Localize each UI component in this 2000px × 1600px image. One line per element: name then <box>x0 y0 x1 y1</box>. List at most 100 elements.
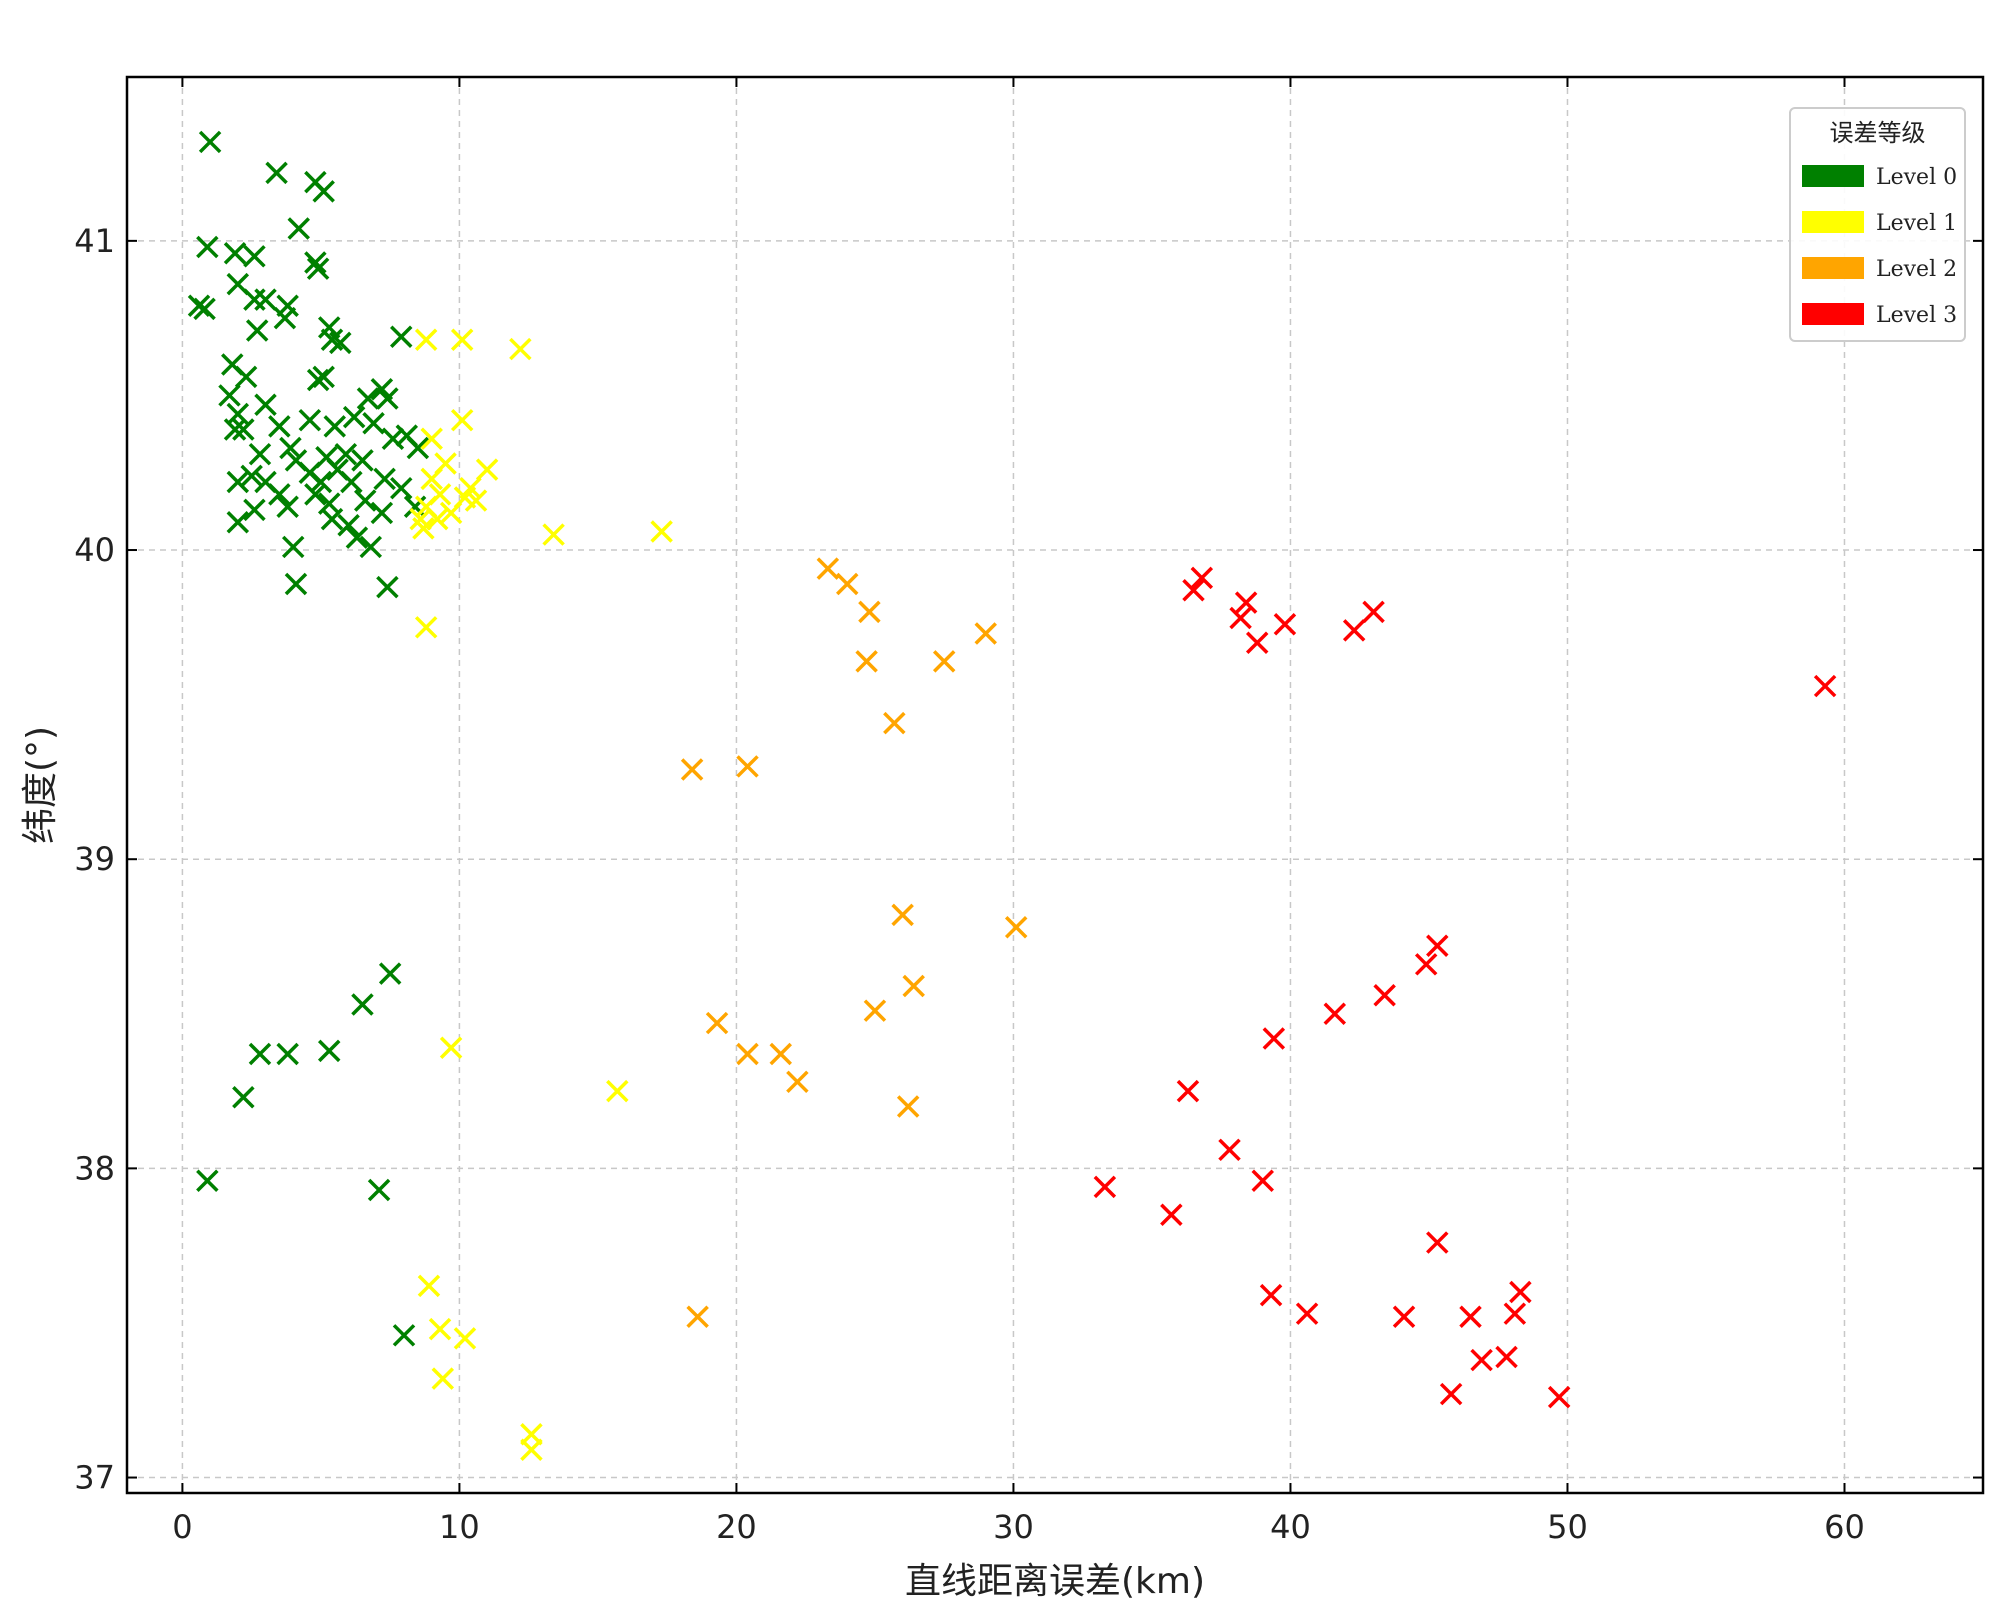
x-tick-label: 50 <box>1547 1508 1588 1546</box>
data-point-level-2 <box>686 1305 709 1329</box>
data-point-level-1 <box>420 427 443 450</box>
data-point-level-0 <box>193 297 216 321</box>
data-point-level-3 <box>1218 1138 1241 1162</box>
data-point-level-1 <box>520 1438 543 1461</box>
data-point-level-0 <box>312 365 335 389</box>
legend-swatch <box>1802 165 1864 187</box>
data-point-level-0 <box>276 495 299 518</box>
data-point-level-0 <box>373 467 396 491</box>
axis-ticks: 0 10 20 30 40 50 60 37 38 39 40 41 <box>74 77 1983 1546</box>
data-point-level-0 <box>254 393 277 416</box>
data-point-level-3 <box>1503 1302 1527 1325</box>
data-point-level-0 <box>254 288 277 311</box>
data-point-level-3 <box>1190 566 1214 590</box>
data-point-level-0 <box>334 442 358 466</box>
data-point-level-0 <box>367 1178 391 1202</box>
data-point-level-0 <box>268 483 291 506</box>
data-point-level-0 <box>243 498 266 522</box>
x-tick-label: 40 <box>1270 1508 1311 1546</box>
y-tick-label: 37 <box>74 1459 115 1497</box>
data-point-level-3 <box>1470 1348 1493 1372</box>
data-point-level-1 <box>431 1367 455 1390</box>
data-point-level-3 <box>1234 591 1258 614</box>
legend-swatch <box>1802 211 1864 233</box>
y-tick-label: 38 <box>74 1149 115 1187</box>
data-point-level-0 <box>309 470 333 494</box>
data-point-level-0 <box>356 387 380 410</box>
data-point-level-0 <box>320 507 344 531</box>
data-point-level-0 <box>353 489 377 512</box>
data-point-level-0 <box>329 331 352 355</box>
data-point-level-0 <box>198 130 222 154</box>
data-point-level-0 <box>304 251 327 274</box>
legend-entry-label: Level 3 <box>1876 303 1957 328</box>
x-tick-label: 0 <box>172 1508 192 1546</box>
data-point-level-2 <box>769 1042 792 1066</box>
legend-swatch <box>1802 303 1864 325</box>
data-point-level-0 <box>248 442 272 466</box>
data-point-level-3 <box>1259 1283 1283 1307</box>
y-tick-label: 41 <box>74 222 115 260</box>
data-point-level-2 <box>1004 915 1028 939</box>
data-point-level-0 <box>284 572 308 596</box>
data-point-level-2 <box>891 903 914 927</box>
data-point-level-3 <box>1813 674 1837 698</box>
x-tick-label: 20 <box>716 1508 757 1546</box>
data-point-level-1 <box>439 1036 463 1060</box>
data-point-level-1 <box>464 489 488 512</box>
data-point-level-0 <box>276 1042 299 1066</box>
legend: 误差等级 Level 0 Level 1 Level 2 Level 3 <box>1789 107 1966 342</box>
data-point-level-3 <box>1273 612 1297 636</box>
legend-entry-label: Level 1 <box>1876 211 1957 236</box>
legend-title: 误差等级 <box>1830 119 1926 147</box>
y-tick-label: 39 <box>74 840 115 878</box>
data-point-level-3 <box>1262 1027 1286 1050</box>
data-point-level-3 <box>1439 1382 1463 1406</box>
data-point-level-0 <box>323 415 346 438</box>
data-point-level-0 <box>376 387 399 410</box>
data-point-level-0 <box>312 180 335 203</box>
data-point-level-2 <box>736 755 759 778</box>
legend-entries: Level 0 Level 1 Level 2 Level 3 <box>1802 165 1957 328</box>
data-point-level-2 <box>786 1070 809 1094</box>
data-point-level-2 <box>858 600 881 624</box>
data-point-level-1 <box>606 1079 629 1103</box>
data-point-level-0 <box>351 449 374 472</box>
data-point-level-3 <box>1182 578 1205 602</box>
data-point-level-0 <box>337 514 360 537</box>
data-point-level-0 <box>317 1039 341 1063</box>
data-point-level-0 <box>223 241 247 265</box>
data-point-level-1 <box>417 1274 441 1298</box>
legend-entry-label: Level 2 <box>1876 257 1957 282</box>
data-point-level-0 <box>223 418 247 441</box>
data-point-level-2 <box>680 758 704 781</box>
data-point-level-3 <box>1509 1280 1532 1304</box>
grid <box>127 77 1983 1493</box>
data-point-level-2 <box>896 1095 920 1118</box>
data-point-level-0 <box>362 412 385 435</box>
data-point-level-0 <box>304 483 327 506</box>
data-point-level-0 <box>359 535 383 559</box>
y-tick-label: 40 <box>74 531 115 569</box>
data-point-level-0 <box>243 288 266 311</box>
data-point-level-0 <box>234 365 258 389</box>
data-point-level-0 <box>240 464 263 488</box>
data-point-level-1 <box>426 507 449 531</box>
data-point-level-0 <box>218 384 241 407</box>
data-point-level-2 <box>932 650 956 673</box>
data-point-level-0 <box>392 1324 416 1347</box>
data-point-level-1 <box>450 408 474 432</box>
data-point-level-2 <box>974 622 997 645</box>
x-tick-label: 10 <box>439 1508 480 1546</box>
data-point-level-0 <box>306 257 330 280</box>
data-point-level-0 <box>232 418 255 441</box>
data-point-level-0 <box>279 436 302 460</box>
data-point-level-0 <box>273 306 297 330</box>
data-point-level-1 <box>414 328 438 352</box>
data-point-level-1 <box>650 520 673 543</box>
data-point-level-0 <box>281 535 305 559</box>
data-point-level-2 <box>855 650 878 673</box>
data-point-level-3 <box>1245 631 1269 655</box>
data-point-level-0 <box>378 962 402 985</box>
data-point-level-0 <box>226 510 250 534</box>
